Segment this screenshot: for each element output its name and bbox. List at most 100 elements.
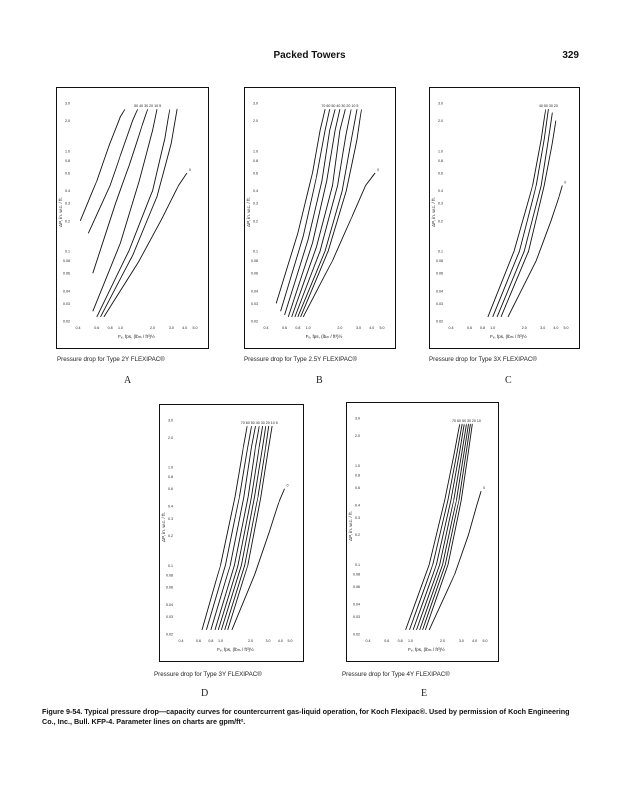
x-tick-label: 3.0 xyxy=(356,326,361,330)
y-tick-label: 0.3 xyxy=(253,202,258,206)
y-tick-label: 0.1 xyxy=(355,563,360,567)
x-axis-label: Fᵥ, fps, (lbₘ / ft³)½ xyxy=(490,333,527,339)
series-line-70 xyxy=(201,425,248,631)
x-tick-label: 0.6 xyxy=(467,326,472,330)
x-tick-label: 0.8 xyxy=(108,326,113,330)
y-tick-label: 0.03 xyxy=(251,302,258,306)
x-tick-label: 5.0 xyxy=(193,326,198,330)
y-tick-label: 0.08 xyxy=(166,573,173,577)
series-line-70 xyxy=(275,109,326,304)
y-tick-label: 3.0 xyxy=(253,102,258,106)
series-line-5 xyxy=(300,108,362,318)
x-tick-label: 2.0 xyxy=(248,639,253,643)
parameter-labels: 70 60 50 30 20 10 xyxy=(452,419,481,423)
series-line-20 xyxy=(500,120,557,318)
y-tick-label: 0.06 xyxy=(63,272,70,276)
y-tick-label: 0.6 xyxy=(355,486,360,490)
x-tick-label: 4.0 xyxy=(182,326,187,330)
y-axis-label: ΔP, in. w.c. / ft. xyxy=(348,511,353,541)
series-line-5 xyxy=(100,108,178,318)
series-line-20 xyxy=(294,109,352,318)
x-axis-label: Fᵥ, fps, (lbₘ / ft³)½ xyxy=(408,646,445,652)
y-tick-label: 0.8 xyxy=(168,475,173,479)
y-tick-label: 0.02 xyxy=(63,320,70,324)
y-tick-label: 0.8 xyxy=(355,473,360,477)
panel-letter-b: B xyxy=(316,375,323,386)
y-tick-label: 0.2 xyxy=(355,533,360,537)
last-curve-label: 0 xyxy=(189,168,191,172)
y-tick-label: 0.4 xyxy=(355,503,360,507)
x-tick-label: 5.0 xyxy=(483,639,488,643)
chart-c-svg: 3.0 2.0 1.0 0.8 0.6 0.4 0.3 0.2 0.1 0.08 0.06 0.04 0… xyxy=(429,87,580,349)
series-line-0 xyxy=(302,172,376,318)
y-tick-label: 0.04 xyxy=(63,289,70,293)
x-tick-label: 4.0 xyxy=(369,326,374,330)
x-tick-label: 2.0 xyxy=(440,639,445,643)
y-tick-label: 0.2 xyxy=(253,219,258,223)
x-tick-label: 0.6 xyxy=(384,639,389,643)
series-line-10 xyxy=(297,109,358,318)
series-line-50 xyxy=(79,108,126,221)
y-tick-label: 0.1 xyxy=(65,249,70,253)
series-line-30 xyxy=(217,426,264,631)
y-tick-label: 0.03 xyxy=(353,615,360,619)
y-tick-label: 0.03 xyxy=(436,302,443,306)
caption-c: Pressure drop for Type 3X FLEXIPAC® xyxy=(429,356,537,363)
chart-panel-a: 3.0 2.0 1.0 0.8 0.6 0.4 0.3 0.2 0.1 0.08 0.06 0.04 0… xyxy=(56,87,209,349)
x-tick-label: 2.0 xyxy=(150,326,155,330)
y-tick-label: 0.06 xyxy=(436,272,443,276)
y-axis-label: ΔP, in. w.c. / ft. xyxy=(58,197,63,227)
figure-caption: Figure 9-54. Typical pressure drop—capac… xyxy=(42,707,570,726)
y-tick-label: 0.4 xyxy=(438,189,443,193)
chart-a-svg: 3.0 2.0 1.0 0.8 0.6 0.4 0.3 0.2 0.1 0.08 0.06 0.04 0… xyxy=(56,87,209,349)
series-line-40 xyxy=(416,423,467,631)
series-line-40 xyxy=(487,108,547,318)
y-tick-label: 2.0 xyxy=(355,434,360,438)
y-tick-label: 0.02 xyxy=(436,320,443,324)
y-tick-label: 0.04 xyxy=(166,603,173,607)
series-line-0 xyxy=(507,185,563,318)
y-tick-label: 0.06 xyxy=(353,585,360,589)
caption-b: Pressure drop for Type 2.5Y FLEXIPAC® xyxy=(244,356,357,363)
series-line-70 xyxy=(405,423,461,631)
chart-b-svg: 3.0 2.0 1.0 0.8 0.6 0.4 0.3 0.2 0.1 0.08 0.06 0.04 0… xyxy=(244,87,396,349)
x-tick-label: 4.0 xyxy=(278,639,283,643)
series-line-30 xyxy=(419,423,469,631)
y-tick-label: 0.04 xyxy=(436,289,443,293)
last-curve-label: 0 xyxy=(564,181,566,185)
series-line-0 xyxy=(231,488,285,631)
chart-panel-e: 3.0 2.0 1.0 0.8 0.6 0.4 0.3 0.2 0.1 0.08 0.06 0.04 0… xyxy=(346,402,499,662)
caption-e: Pressure drop for Type 4Y FLEXIPAC® xyxy=(342,671,450,678)
x-tick-label: 5.0 xyxy=(564,326,569,330)
last-curve-label: 0 xyxy=(377,168,379,172)
y-tick-label: 0.8 xyxy=(65,159,70,163)
x-tick-label: 0.8 xyxy=(208,639,213,643)
x-tick-label: 0.4 xyxy=(76,326,81,330)
x-tick-label: 3.0 xyxy=(169,326,174,330)
chart-frame xyxy=(159,404,304,662)
y-tick-label: 0.04 xyxy=(353,603,360,607)
series-line-0 xyxy=(428,490,482,631)
y-tick-label: 1.0 xyxy=(355,464,360,468)
series-line-20 xyxy=(92,109,158,312)
series-line-40 xyxy=(287,109,341,318)
y-tick-label: 0.08 xyxy=(353,573,360,577)
x-axis-label: Fᵥ, fps, (lbₘ / ft³)½ xyxy=(217,646,254,652)
x-tick-label: 0.4 xyxy=(366,639,371,643)
running-title: Packed Towers xyxy=(273,50,346,61)
series-line-10 xyxy=(424,423,473,631)
y-tick-label: 0.02 xyxy=(353,633,360,637)
y-tick-label: 0.1 xyxy=(438,249,443,253)
series-line-30 xyxy=(291,109,346,318)
y-tick-label: 0.08 xyxy=(436,259,443,263)
chart-panel-c: 3.0 2.0 1.0 0.8 0.6 0.4 0.3 0.2 0.1 0.08 0.06 0.04 0… xyxy=(429,87,580,349)
y-tick-label: 1.0 xyxy=(65,149,70,153)
x-tick-label: 0.6 xyxy=(282,326,287,330)
y-tick-label: 0.3 xyxy=(168,517,173,521)
series-line-30 xyxy=(496,112,553,318)
x-tick-label: 0.4 xyxy=(179,639,184,643)
panel-letter-a: A xyxy=(124,375,132,386)
x-tick-label: 3.0 xyxy=(459,639,464,643)
x-axis-label: Fᵥ, fps, (lbₘ / ft³)½ xyxy=(118,333,155,339)
series-line-60 xyxy=(280,109,331,312)
